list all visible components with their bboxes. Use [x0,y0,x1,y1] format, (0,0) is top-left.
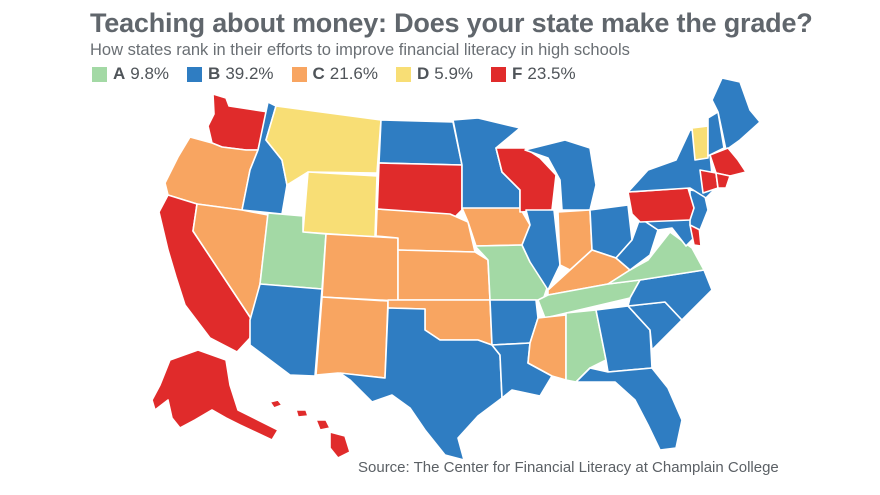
state-new-mexico [315,296,389,379]
map-title: Teaching about money: Does your state ma… [90,8,813,38]
legend-swatch-c [291,66,307,82]
legend-item-c: C 21.6% [291,64,378,84]
legend-item-b: B 39.2% [187,64,274,84]
legend-swatch-b [187,66,203,82]
legend-pct-a: 9.8% [130,64,170,83]
legend-grade-b: B [208,64,221,83]
state-maine [711,77,761,151]
state-rhode-island [715,172,731,189]
legend-swatch-d [396,66,411,82]
source-note: Source: The Center for Financial Literac… [358,459,779,476]
state-alaska [151,349,279,441]
legend: A 9.8% B 39.2% C 21.6% D 5.9% F 23.5% [92,64,594,84]
legend-pct-d: 5.9% [434,64,474,83]
legend-swatch-a [92,66,107,82]
legend-item-a: A 9.8% [92,64,169,84]
state-new-hampshire [707,111,725,157]
legend-swatch-f [491,66,507,82]
state-hawaii-3 [315,419,331,431]
legend-pct-f: 23.5% [527,64,576,83]
map-subtitle: How states rank in their efforts to impr… [90,41,630,59]
legend-grade-f: F [512,64,523,83]
state-colorado [321,233,399,302]
state-texas [339,307,503,461]
legend-grade-d: D [417,64,430,83]
legend-grade-a: A [113,64,126,83]
legend-grade-c: C [312,64,325,83]
state-massachusetts [709,147,747,177]
state-hawaii-2 [295,409,309,418]
legend-item-d: D 5.9% [396,64,473,84]
state-illinois [521,209,561,291]
state-hawaii-1 [269,399,283,409]
state-kansas [397,249,491,301]
state-pennsylvania [627,187,695,223]
legend-item-f: F 23.5% [491,64,576,84]
state-arizona [249,283,323,377]
state-vermont [691,125,709,161]
state-hawaii-big-island [329,431,351,459]
legend-pct-b: 39.2% [225,64,274,83]
state-north-dakota [378,119,463,166]
state-florida [575,367,683,451]
legend-pct-c: 21.6% [329,64,378,83]
state-wyoming [302,171,378,238]
